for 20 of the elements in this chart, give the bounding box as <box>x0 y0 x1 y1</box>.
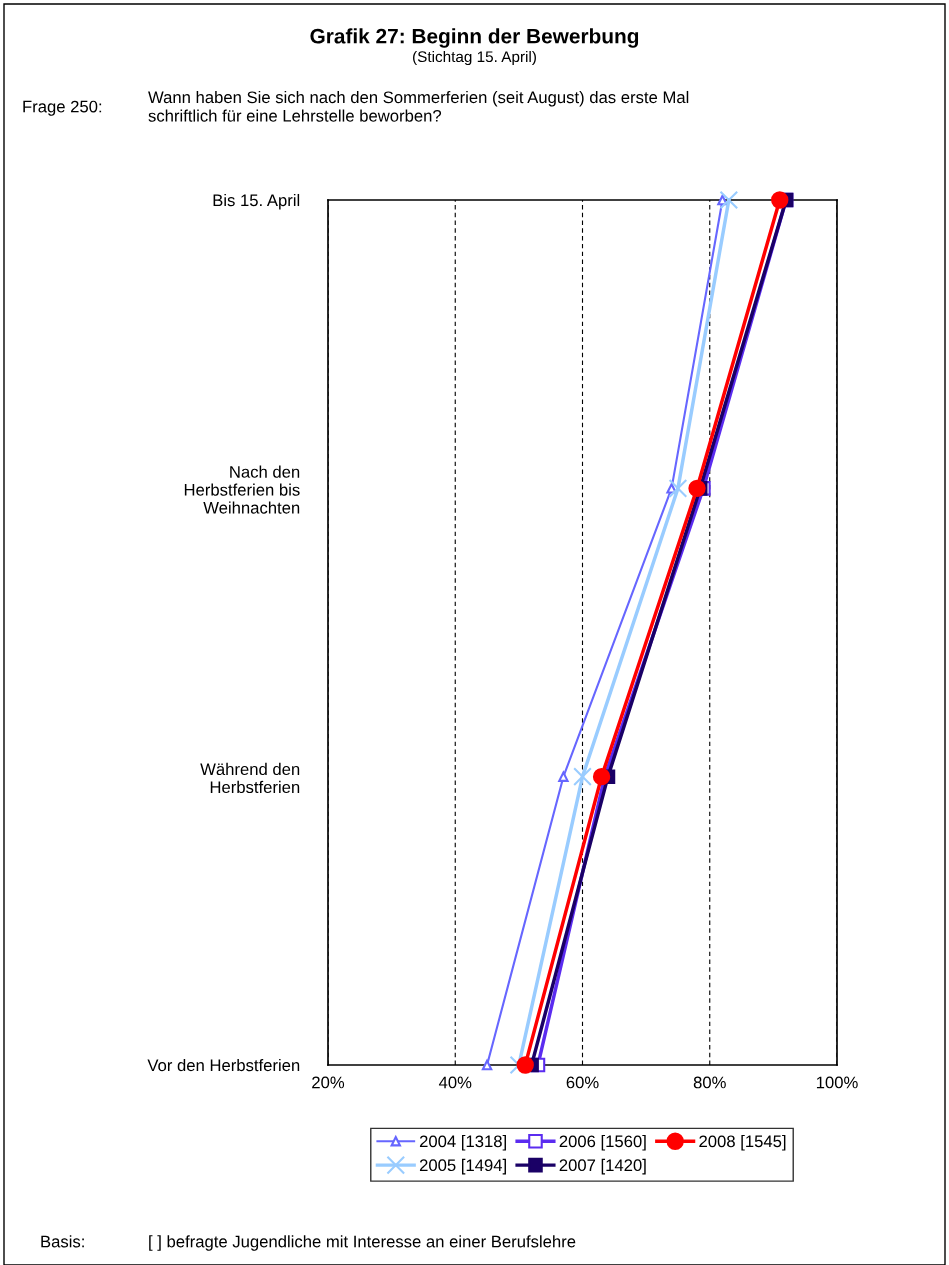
legend-label: 2007 [1420] <box>559 1158 646 1175</box>
x-tick-label: 60% <box>566 1076 599 1089</box>
legend-label: 2008 [1545] <box>699 1135 786 1151</box>
text: Frage 250: <box>23 100 102 116</box>
text: Wann haben Sie sich nach den Sommerferien (seit August) das erste Mal schriftlich für eine Lehrstelle beworben? <box>148 90 689 122</box>
x-tick-label: 20% <box>312 1076 345 1089</box>
y-tick-label: Während den Herbstferien <box>200 762 300 794</box>
x-tick-label: 80% <box>693 1076 726 1089</box>
y-tick-label: Bis 15. April <box>213 193 300 210</box>
chart-subtitle: (Stichtag 15. April) <box>413 50 536 66</box>
text: [ ] befragte Jugendliche mit Interesse an einer Berufslehre <box>149 1235 576 1251</box>
chart-title: Grafik 27: Beginn der Bewerbung <box>310 28 639 48</box>
x-tick-label: 100% <box>816 1076 858 1089</box>
legend-label: 2005 [1494] <box>419 1158 506 1175</box>
y-tick-label: Vor den Herbstferien <box>147 1058 300 1072</box>
y-tick-label: Nach den Herbstferien bis Weihnachten <box>184 465 300 514</box>
legend-label: 2004 [1318] <box>419 1135 506 1151</box>
text: Basis: <box>41 1235 84 1248</box>
x-tick-label: 40% <box>438 1076 472 1089</box>
legend-label: 2006 [1560] <box>559 1135 646 1151</box>
